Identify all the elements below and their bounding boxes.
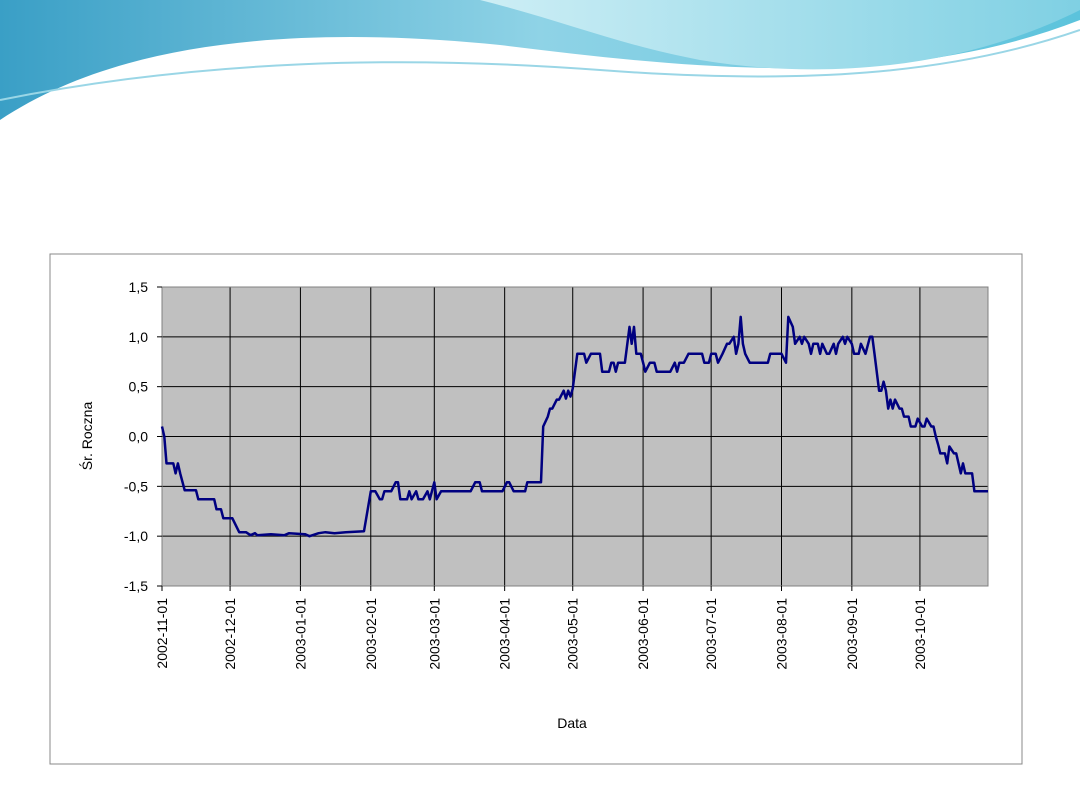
y-tick-label: 1,0 [129, 329, 149, 345]
y-tick-label: 0,5 [129, 379, 149, 395]
line-series [160, 315, 988, 538]
x-tick-label: 2003-01-01 [292, 598, 308, 670]
x-tick-label: 2002-11-01 [154, 598, 170, 669]
y-tick-label: -1,0 [124, 528, 148, 544]
x-tick-label: 2002-12-01 [222, 598, 238, 670]
y-tick-label: -0,5 [124, 478, 148, 494]
y-axis-title: Śr. Roczna [78, 402, 95, 471]
x-tick-label: 2003-05-01 [565, 598, 581, 670]
x-tick-label: 2003-07-01 [703, 598, 719, 670]
x-tick-label: 2003-02-01 [363, 598, 379, 670]
x-tick-label: 2003-09-01 [844, 598, 860, 670]
x-tick-label: 2003-06-01 [635, 598, 651, 670]
x-tick-label: 2003-10-01 [912, 598, 928, 670]
x-axis-title: Data [557, 715, 587, 731]
x-tick-label: 2003-04-01 [497, 598, 513, 670]
decoration [0, 0, 1080, 120]
x-tick-label: 2003-08-01 [774, 598, 790, 670]
y-tick-label: -1,5 [124, 578, 148, 594]
y-tick-label: 0,0 [129, 429, 149, 445]
x-tick-label: 2003-03-01 [426, 598, 442, 670]
y-tick-label: 1,5 [129, 279, 149, 295]
